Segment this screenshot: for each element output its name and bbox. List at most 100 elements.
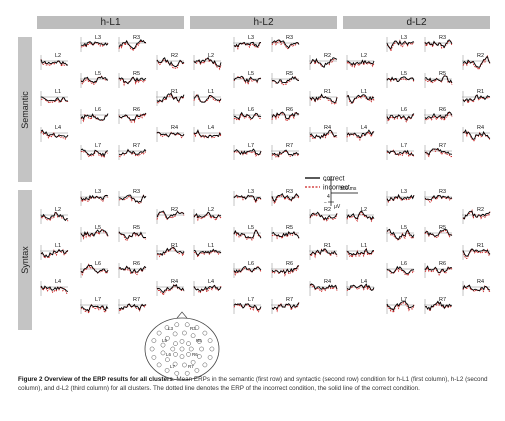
- electrode: [196, 339, 202, 344]
- erp-correct-trace: [462, 94, 491, 103]
- erp-panel-r7: R7: [424, 297, 453, 314]
- cluster-label: R3: [286, 35, 293, 41]
- erp-panel-r4: R4: [156, 125, 185, 142]
- erp-panel-l1: L1: [346, 89, 375, 106]
- cluster-label: R4: [477, 125, 484, 131]
- erp-panel-l7: L7: [80, 143, 109, 160]
- erp-panel-l4: L4: [346, 125, 375, 142]
- cluster-label: R2: [324, 207, 331, 213]
- erp-incorrect-trace: [386, 300, 415, 314]
- cluster-label: L6: [401, 107, 407, 113]
- erp-correct-trace: [309, 57, 338, 69]
- erp-panel-l6: L6: [233, 261, 262, 278]
- electrode: [202, 330, 208, 336]
- erp-panel-l3: L3: [233, 35, 262, 52]
- cluster-label: L2: [361, 53, 367, 59]
- erp-correct-trace: [309, 283, 338, 290]
- cluster-label: R6: [439, 107, 446, 113]
- electrode: [207, 338, 213, 343]
- electrode: [194, 325, 200, 330]
- erp-panel-l1: L1: [193, 89, 222, 106]
- electrode: [160, 350, 166, 356]
- electrode: [173, 341, 178, 346]
- erp-correct-trace: [346, 129, 375, 139]
- erp-correct-trace: [424, 111, 453, 120]
- erp-panel-r5: R5: [118, 71, 147, 88]
- erp-panels: L2 L3 R3 R2 L5 R5 L1 R1 L6 R6 L4 R4 L7 R7 L2 L3 R3 R2 L5 R5…: [40, 35, 491, 315]
- caption-title: Overview of the ERP results for all clus…: [44, 376, 173, 383]
- erp-correct-trace: [462, 248, 491, 257]
- electrode: [209, 346, 215, 352]
- erp-incorrect-trace: [80, 303, 109, 315]
- electrode: [174, 370, 180, 376]
- erp-panel-l7: L7: [233, 297, 262, 314]
- cluster-label: R5: [286, 71, 293, 77]
- cluster-label: R7: [133, 297, 140, 303]
- cluster-label: R7: [286, 143, 293, 149]
- erp-incorrect-trace: [386, 228, 415, 241]
- scale-time-label: 500 ms: [340, 186, 357, 192]
- erp-panel-l2: L2: [193, 53, 222, 71]
- cluster-label: L6: [401, 261, 407, 267]
- cluster-label: L7: [401, 297, 407, 303]
- erp-panel-r6: R6: [424, 261, 453, 278]
- row-header-semantic: Semantic: [18, 37, 32, 182]
- erp-correct-trace: [156, 57, 185, 67]
- erp-correct-trace: [424, 265, 453, 274]
- electrode: [164, 325, 170, 330]
- erp-correct-trace: [156, 247, 185, 257]
- erp-panel-r2: R2: [462, 207, 491, 224]
- erp-correct-trace: [193, 284, 222, 292]
- erp-correct-trace: [118, 303, 147, 311]
- cluster-label: R5: [286, 225, 293, 231]
- erp-panel-r2: R2: [309, 53, 338, 70]
- cluster-label: L1: [208, 243, 214, 249]
- erp-correct-trace: [233, 266, 262, 274]
- cluster-label: L3: [248, 35, 254, 41]
- erp-panel-l4: L4: [40, 279, 69, 296]
- erp-panel-l1: L1: [40, 89, 69, 106]
- caption-label: Figure 2: [18, 376, 43, 383]
- electrode: [156, 362, 162, 368]
- electrode: [165, 357, 170, 363]
- erp-correct-trace: [233, 148, 262, 156]
- erp-correct-trace: [309, 93, 338, 103]
- cluster-label: R3: [286, 189, 293, 195]
- erp-incorrect-trace: [193, 94, 222, 104]
- electrode: [202, 362, 208, 368]
- cluster-label: L1: [361, 243, 367, 249]
- electrode: [186, 352, 191, 357]
- erp-incorrect-trace: [156, 246, 185, 258]
- erp-incorrect-trace: [40, 129, 69, 140]
- erp-correct-trace: [40, 129, 69, 138]
- erp-panel-l7: L7: [233, 143, 262, 160]
- electrode: [165, 335, 170, 341]
- cluster-label: L7: [95, 297, 101, 303]
- erp-panel-l3: L3: [386, 189, 415, 206]
- electrode: [174, 322, 180, 328]
- erp-panel-l3: L3: [233, 189, 262, 206]
- erp-correct-trace: [193, 248, 222, 257]
- erp-panel-l6: L6: [386, 261, 415, 278]
- erp-panel-r1: R1: [309, 89, 338, 106]
- cluster-label: R6: [286, 107, 293, 113]
- erp-incorrect-trace: [193, 212, 222, 222]
- electrode: [170, 346, 176, 352]
- cluster-label: R1: [171, 243, 178, 249]
- electrode-cluster-label: L6: [166, 352, 172, 357]
- erp-correct-trace: [40, 248, 69, 258]
- column-header-h-l1: h-L1: [37, 16, 184, 29]
- erp-correct-trace: [156, 210, 185, 220]
- erp-correct-trace: [271, 231, 300, 239]
- cluster-label: L4: [208, 279, 214, 285]
- cluster-label: R3: [439, 35, 446, 41]
- cluster-label: L4: [55, 125, 61, 131]
- erp-correct-trace: [271, 75, 300, 84]
- erp-panel-l5: L5: [386, 71, 415, 88]
- erp-panel-r3: R3: [271, 189, 300, 206]
- cluster-label: L5: [248, 71, 254, 77]
- erp-panel-l1: L1: [40, 243, 69, 260]
- cluster-label: L5: [95, 225, 101, 231]
- cluster-label: R4: [171, 279, 178, 285]
